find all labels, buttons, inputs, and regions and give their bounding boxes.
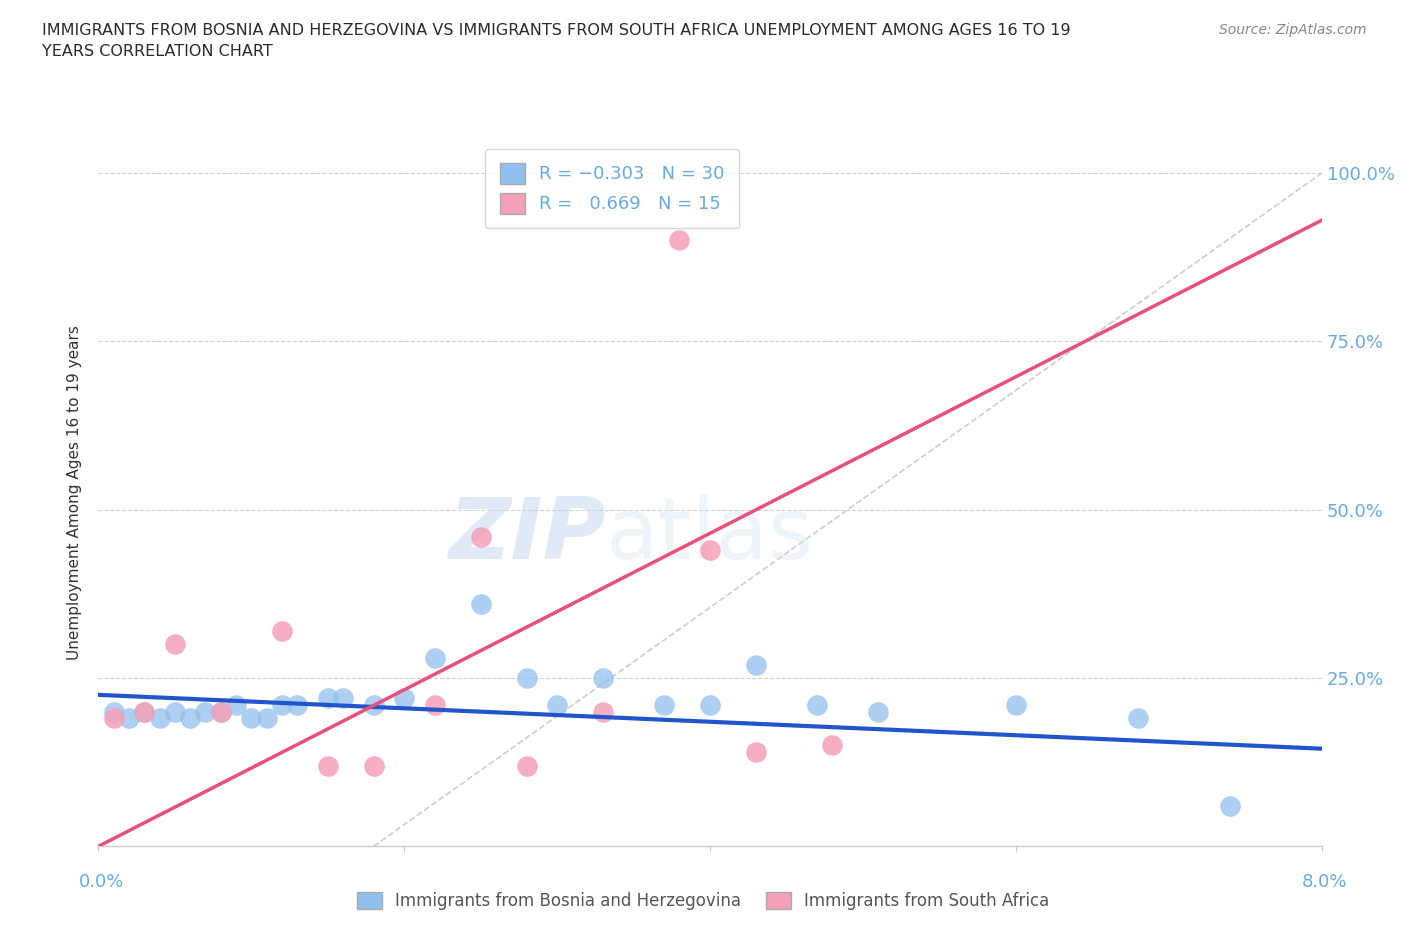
Point — [316, 758, 339, 773]
Point — [194, 704, 217, 719]
Point — [363, 758, 385, 773]
Point — [1128, 711, 1150, 725]
Point — [256, 711, 278, 725]
Point — [209, 704, 232, 719]
Point — [652, 698, 675, 712]
Point — [134, 704, 156, 719]
Point — [163, 704, 186, 719]
Text: Source: ZipAtlas.com: Source: ZipAtlas.com — [1219, 23, 1367, 37]
Point — [592, 671, 614, 685]
Point — [806, 698, 828, 712]
Point — [134, 704, 156, 719]
Point — [745, 745, 768, 760]
Text: 8.0%: 8.0% — [1302, 872, 1347, 891]
Point — [103, 704, 125, 719]
Point — [699, 698, 721, 712]
Text: atlas: atlas — [606, 494, 814, 577]
Point — [470, 529, 492, 544]
Text: 0.0%: 0.0% — [79, 872, 124, 891]
Text: IMMIGRANTS FROM BOSNIA AND HERZEGOVINA VS IMMIGRANTS FROM SOUTH AFRICA UNEMPLOYM: IMMIGRANTS FROM BOSNIA AND HERZEGOVINA V… — [42, 23, 1071, 60]
Point — [821, 737, 844, 752]
Point — [516, 671, 538, 685]
Legend: Immigrants from Bosnia and Herzegovina, Immigrants from South Africa: Immigrants from Bosnia and Herzegovina, … — [350, 885, 1056, 917]
Point — [546, 698, 568, 712]
Point — [225, 698, 247, 712]
Point — [332, 691, 354, 706]
Point — [1004, 698, 1026, 712]
Point — [592, 704, 614, 719]
Point — [470, 596, 492, 611]
Point — [668, 233, 690, 248]
Point — [179, 711, 201, 725]
Point — [423, 698, 446, 712]
Point — [270, 698, 294, 712]
Point — [423, 650, 446, 665]
Point — [516, 758, 538, 773]
Point — [163, 637, 186, 652]
Point — [270, 623, 294, 638]
Point — [868, 704, 890, 719]
Y-axis label: Unemployment Among Ages 16 to 19 years: Unemployment Among Ages 16 to 19 years — [67, 326, 83, 660]
Text: ZIP: ZIP — [449, 494, 606, 577]
Point — [285, 698, 308, 712]
Point — [363, 698, 385, 712]
Point — [149, 711, 172, 725]
Point — [699, 543, 721, 558]
Point — [209, 704, 232, 719]
Point — [316, 691, 339, 706]
Point — [745, 658, 768, 672]
Point — [1219, 799, 1241, 814]
Point — [240, 711, 263, 725]
Point — [118, 711, 141, 725]
Point — [103, 711, 125, 725]
Point — [392, 691, 416, 706]
Legend: R = −0.303   N = 30, R =   0.669   N = 15: R = −0.303 N = 30, R = 0.669 N = 15 — [485, 149, 740, 228]
